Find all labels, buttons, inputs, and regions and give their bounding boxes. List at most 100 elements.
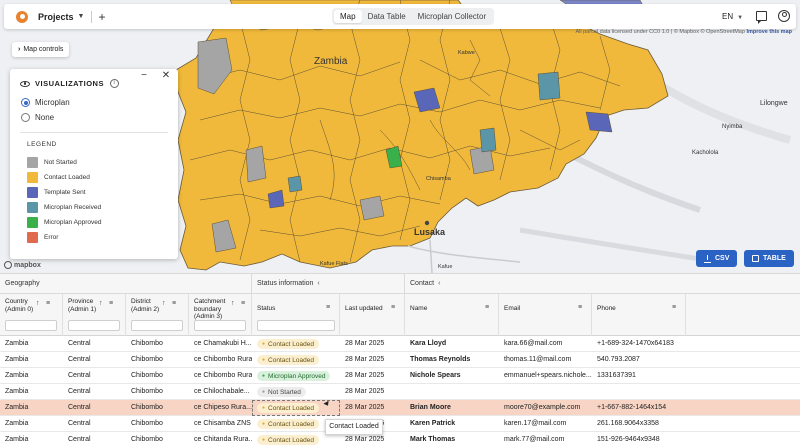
filter-input-district[interactable] <box>131 320 183 331</box>
menu-icon[interactable]: ≡ <box>109 300 114 307</box>
cell-phone: 261.168.9064x3358 <box>597 420 659 427</box>
map-controls-button[interactable]: › Map controls <box>12 42 70 57</box>
cell-catchment: ce Chisamba ZNS <box>194 420 251 427</box>
cell-name: Thomas Reynolds <box>410 356 471 363</box>
cell-district: Chibombo <box>131 404 163 411</box>
cell-last-updated: 28 Mar 2025 <box>345 404 385 411</box>
menu-icon[interactable]: ≡ <box>485 304 490 311</box>
cell-name <box>405 384 499 399</box>
radio-button[interactable] <box>21 98 30 107</box>
add-project-button[interactable]: + <box>98 9 106 24</box>
legend-swatch <box>27 187 38 198</box>
app-logo-icon[interactable] <box>16 10 28 23</box>
cell-email <box>499 384 592 399</box>
filter-input-country[interactable] <box>5 320 57 331</box>
filter-input-province[interactable] <box>68 320 120 331</box>
eye-icon <box>20 80 30 87</box>
download-csv-button[interactable]: CSV <box>696 250 738 267</box>
col-name[interactable]: Name ≡ <box>405 294 499 336</box>
tab-data-table[interactable]: Data Table <box>367 12 406 21</box>
cell-status[interactable]: Not Started <box>252 384 340 399</box>
col-last-updated[interactable]: Last updated ≡ <box>340 294 405 336</box>
cell-status[interactable]: Microplan Approved <box>252 368 340 383</box>
view-tabs: Map Data Table Microplan Collector <box>332 8 495 25</box>
account-icon[interactable] <box>778 10 790 22</box>
col-phone[interactable]: Phone ≡ <box>592 294 686 336</box>
table-row[interactable]: Zambia Central Chibombo ce Chilochabale.… <box>0 384 800 400</box>
tab-microplan-collector[interactable]: Microplan Collector <box>417 12 487 21</box>
sort-arrow-icon[interactable]: ↑ <box>99 300 103 307</box>
legend-swatch <box>27 157 38 168</box>
col-province[interactable]: Province (Admin 1) ↑ ≡ <box>63 294 126 336</box>
cell-status[interactable]: Contact Loaded <box>252 432 340 447</box>
col-country[interactable]: Country (Admin 0) ↑ ≡ <box>0 294 63 336</box>
chevron-down-icon[interactable]: ▼ <box>77 13 85 20</box>
cell-status[interactable]: Contact Loaded <box>252 400 340 415</box>
table-row[interactable]: Zambia Central Chibombo ce Chamakubi H..… <box>0 336 800 352</box>
menu-icon[interactable]: ≡ <box>241 300 246 307</box>
status-badge: Contact Loaded <box>257 418 319 429</box>
filter-input-status[interactable] <box>257 320 335 331</box>
menu-icon[interactable]: ≡ <box>326 304 331 311</box>
cell-status[interactable]: Contact Loaded <box>252 352 340 367</box>
col-catchment[interactable]: Catchment boundary (Admin 3) ↑ ≡ <box>189 294 252 336</box>
radio-microplan[interactable]: Microplan <box>21 98 70 107</box>
status-tooltip: Contact Loaded <box>325 419 383 435</box>
cell-name: Mark Thomas <box>410 436 456 443</box>
chevron-left-icon[interactable]: ‹ <box>317 280 320 287</box>
minimize-button[interactable]: − <box>141 70 147 81</box>
cell-district: Chibombo <box>131 340 163 347</box>
table-row-selected[interactable]: Zambia Central Chibombo ce Chipeso Rura.… <box>0 400 800 416</box>
menu-icon[interactable]: ≡ <box>46 300 51 307</box>
cell-country: Zambia <box>5 340 29 347</box>
cell-province: Central <box>68 436 91 443</box>
table-row[interactable]: Zambia Central Chibombo ce Chitanda Rura… <box>0 432 800 447</box>
map-label-lusaka: Lusaka <box>414 227 446 237</box>
info-icon[interactable]: i <box>109 79 119 88</box>
cell-catchment: ce Chibombo Rura... <box>194 356 252 363</box>
cell-phone: +1-667-882-1464x154 <box>597 404 667 411</box>
group-status: Status information ‹ <box>252 274 405 294</box>
tab-map[interactable]: Map <box>334 10 362 23</box>
cell-status[interactable]: Contact Loaded <box>252 416 340 431</box>
cell-catchment: ce Chilochabale... <box>194 388 250 395</box>
status-badge: Microplan Approved <box>257 370 331 381</box>
cell-province: Central <box>68 404 91 411</box>
cell-country: Zambia <box>5 388 29 395</box>
col-district[interactable]: District (Admin 2) ↑ ≡ <box>126 294 189 336</box>
map-label-nyimba: Nyimba <box>722 124 743 130</box>
cell-country: Zambia <box>5 420 29 427</box>
legend-item-microplan-received: Microplan Received <box>27 202 101 213</box>
menu-icon[interactable]: ≡ <box>672 304 677 311</box>
table-row[interactable]: Zambia Central Chibombo ce Chibombo Rura… <box>0 352 800 368</box>
close-button[interactable]: ✕ <box>161 70 171 81</box>
sort-arrow-icon[interactable]: ↑ <box>231 300 235 307</box>
cell-catchment: ce Chipeso Rura... <box>194 404 252 411</box>
chevron-left-icon[interactable]: ‹ <box>438 280 441 287</box>
chevron-down-icon: ▼ <box>737 15 744 21</box>
col-email[interactable]: Email ≡ <box>499 294 592 336</box>
table-row[interactable]: Zambia Central Chibombo ce Chisamba ZNS … <box>0 416 800 432</box>
table-row[interactable]: Zambia Central Chibombo ce Chibombo Rura… <box>0 368 800 384</box>
radio-button[interactable] <box>21 113 30 122</box>
language-select[interactable]: EN ▼ <box>722 12 744 21</box>
col-status[interactable]: Status ≡ <box>252 294 340 336</box>
sort-arrow-icon[interactable]: ↑ <box>36 300 40 307</box>
sort-arrow-icon[interactable]: ↑ <box>162 300 166 307</box>
menu-icon[interactable]: ≡ <box>172 300 177 307</box>
status-badge: Contact Loaded <box>257 402 319 413</box>
cell-status[interactable]: Contact Loaded <box>252 336 340 351</box>
menu-icon[interactable]: ≡ <box>391 304 396 311</box>
divider <box>91 10 93 23</box>
chevron-right-icon: › <box>18 46 21 53</box>
projects-menu[interactable]: Projects <box>38 11 74 22</box>
cell-country: Zambia <box>5 404 29 411</box>
improve-map-link[interactable]: Improve this map <box>746 29 792 35</box>
chat-icon[interactable] <box>756 11 767 24</box>
map-label-kafue-flats: Kafue Flats <box>320 261 348 267</box>
menu-icon[interactable]: ≡ <box>578 304 583 311</box>
filter-input-catchment[interactable] <box>194 320 246 331</box>
radio-none[interactable]: None <box>21 113 54 122</box>
map-label-kafue: Kafue <box>438 264 453 270</box>
table-button[interactable]: TABLE <box>744 250 794 267</box>
